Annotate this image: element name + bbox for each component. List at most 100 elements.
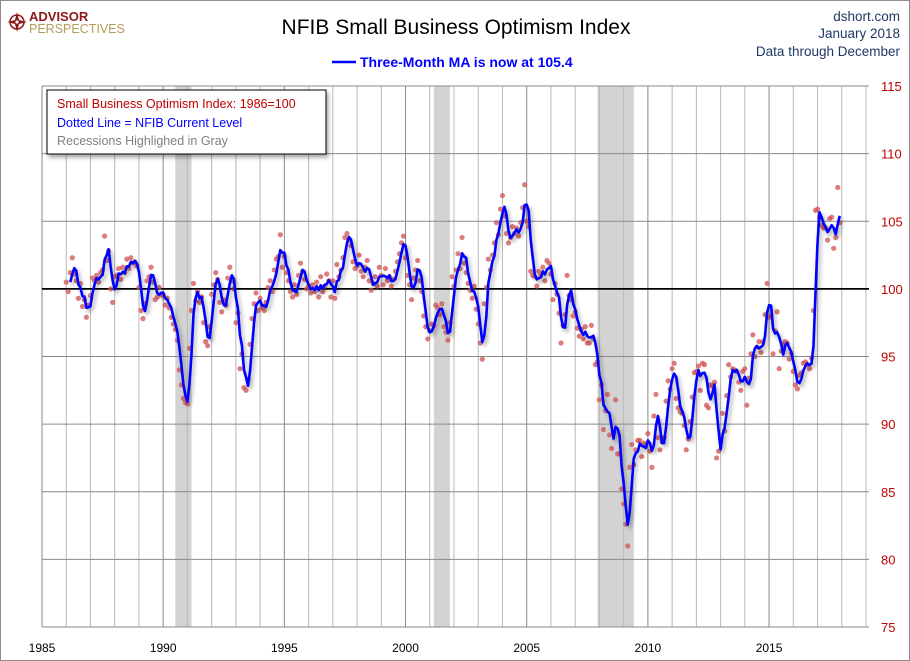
index-data-point (384, 278, 390, 284)
index-data-point (564, 272, 570, 278)
index-data-point (665, 378, 671, 384)
index-data-point (439, 301, 445, 307)
index-data-point (225, 275, 231, 281)
index-data-point (627, 464, 633, 471)
index-data-point (425, 336, 431, 342)
index-data-point (334, 261, 340, 268)
index-data-point (374, 283, 380, 289)
index-data-point (612, 397, 619, 403)
index-data-point (546, 260, 552, 266)
x-tick-label: 2010 (635, 641, 662, 655)
index-data-point (576, 333, 582, 339)
y-tick-label: 80 (881, 552, 895, 567)
index-data-point (738, 387, 744, 393)
logo-text-perspectives: PERSPECTIVES (29, 22, 125, 36)
index-data-point (144, 278, 150, 284)
index-data-point (148, 264, 154, 270)
index-data-point (217, 299, 223, 305)
chart-title: NFIB Small Business Optimism Index (282, 16, 631, 39)
index-data-point (625, 543, 631, 549)
date-label: January 2018 (818, 26, 900, 41)
index-data-point (669, 366, 675, 372)
index-data-point (524, 218, 530, 224)
index-data-point (277, 232, 283, 238)
index-data-point (332, 295, 338, 301)
index-data-point (184, 401, 191, 407)
index-data-point (786, 356, 792, 362)
index-data-point (441, 324, 447, 330)
index-data-point (608, 445, 615, 452)
index-data-point (705, 405, 712, 411)
index-data-point (253, 290, 259, 296)
index-data-point (138, 307, 144, 314)
index-data-point (758, 349, 764, 356)
x-tick-label: 1995 (271, 641, 298, 655)
index-data-point (110, 299, 116, 305)
index-data-point (308, 290, 314, 296)
index-data-point (69, 255, 75, 261)
index-data-point (368, 287, 374, 293)
index-data-point (196, 299, 203, 305)
data-through-label: Data through December (756, 44, 901, 59)
index-data-point (372, 274, 378, 280)
index-data-point (120, 264, 126, 270)
index-data-point (324, 271, 330, 277)
index-data-point (558, 340, 564, 346)
index-data-point (645, 430, 651, 437)
index-data-point (102, 233, 108, 239)
index-data-point (720, 410, 726, 416)
index-data-point (190, 280, 197, 287)
index-data-point (522, 182, 528, 188)
x-tick-label: 2015 (756, 641, 783, 655)
index-data-point (63, 279, 69, 285)
index-data-point (83, 314, 90, 320)
index-data-point (657, 447, 663, 453)
index-data-point (726, 362, 732, 368)
index-data-point (118, 276, 124, 283)
index-data-point (673, 395, 679, 402)
index-data-point (376, 264, 382, 270)
index-data-point (835, 184, 841, 191)
index-data-point (528, 268, 534, 274)
index-data-point (651, 413, 657, 419)
index-data-point (471, 283, 477, 289)
index-data-point (382, 265, 388, 272)
index-data-point (140, 316, 146, 322)
index-data-point (774, 309, 780, 315)
index-data-point (205, 343, 211, 349)
index-data-point (408, 297, 415, 303)
ma-subtitle: Three-Month MA is now at 105.4 (360, 54, 573, 70)
index-data-point (481, 301, 487, 307)
y-tick-label: 100 (881, 282, 903, 297)
index-data-point (580, 336, 586, 342)
legend-box: Small Business Optimism Index: 1986=100 … (46, 89, 327, 155)
index-data-point (213, 270, 219, 276)
x-tick-label: 2000 (392, 641, 419, 655)
y-tick-label: 105 (881, 214, 903, 229)
index-data-point (582, 324, 588, 330)
index-data-point (825, 237, 831, 243)
index-data-point (202, 339, 209, 345)
index-data-point (683, 447, 689, 453)
index-data-point (588, 322, 594, 328)
index-data-point (65, 288, 71, 295)
y-tick-label: 110 (881, 147, 902, 162)
index-data-point (162, 302, 168, 308)
index-data-point (509, 224, 516, 230)
index-data-point (364, 257, 370, 264)
index-data-point (227, 264, 233, 270)
legend-dotted-line-label: Dotted Line = NFIB Current Level (57, 116, 242, 130)
index-data-point (320, 288, 326, 295)
x-tick-label: 2005 (513, 641, 540, 655)
index-data-point (671, 360, 677, 366)
index-data-point (380, 282, 386, 288)
y-tick-label: 95 (881, 350, 895, 365)
index-data-point (649, 464, 655, 471)
compass-icon (7, 12, 27, 32)
index-data-point (516, 233, 522, 239)
index-data-point (233, 320, 239, 326)
index-data-point (209, 291, 215, 297)
index-data-point (770, 351, 776, 357)
index-data-point (459, 234, 465, 241)
index-data-point (328, 294, 334, 300)
